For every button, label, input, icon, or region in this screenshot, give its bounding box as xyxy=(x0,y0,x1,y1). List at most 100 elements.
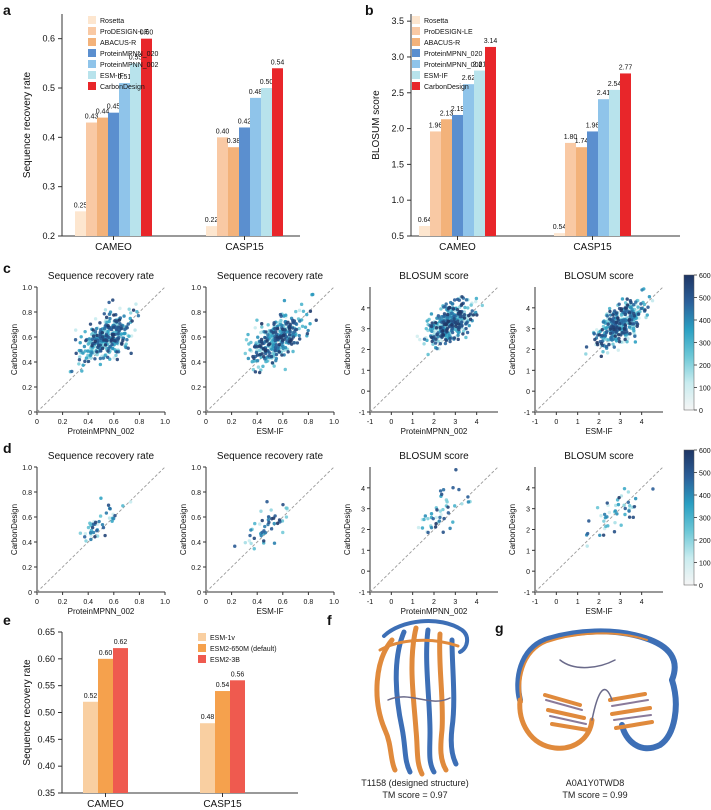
scatter-point xyxy=(284,506,288,510)
bar-prodesign-le xyxy=(217,137,228,236)
x-tick-label: 0.8 xyxy=(304,419,314,426)
scatter-point xyxy=(121,504,125,508)
scatter-point xyxy=(633,496,638,501)
scatter-point xyxy=(628,314,632,319)
scatter-point xyxy=(617,322,622,326)
scatter-point xyxy=(274,358,278,363)
scatter-point xyxy=(592,332,596,336)
scatter-plot-d3: BLOSUM score -1 0 1 2 3 4 -1 0 1 2 3 4 ProteinMPNN_00… xyxy=(343,451,499,616)
scatter-point xyxy=(110,332,115,337)
scatter-point xyxy=(462,316,467,320)
bar-abacus-r xyxy=(97,117,108,236)
helix-ribbon xyxy=(515,628,678,703)
scatter-point xyxy=(469,303,473,307)
scatter-point xyxy=(100,346,105,351)
scatter-point xyxy=(423,514,428,518)
scatter-point xyxy=(617,336,621,341)
scatter-point xyxy=(288,322,292,326)
scatter-point xyxy=(606,322,610,326)
scatter-point xyxy=(117,318,122,322)
colorbar-tick-label: 200 xyxy=(699,538,711,545)
y-tick-label: 0.50 xyxy=(37,708,55,718)
scatter-point xyxy=(607,306,612,311)
scatter-point xyxy=(281,327,285,331)
scatter-title: Sequence recovery rate xyxy=(217,271,324,282)
scatter-point xyxy=(106,329,110,334)
scatter-point xyxy=(246,356,251,361)
scatter-point xyxy=(248,348,252,352)
scatter-point xyxy=(636,305,640,309)
bar-value-label: 2.19 xyxy=(451,106,465,113)
scatter-point xyxy=(119,332,124,336)
bar-proteinmpnn-020 xyxy=(452,114,463,236)
colorbar-tick-label: 500 xyxy=(699,471,711,478)
helix-ribbon xyxy=(448,637,459,767)
scatter-plot-d1: Sequence recovery rate 0 0.2 0.4 0.6 0.8 1.0 0 0… xyxy=(10,451,170,616)
scatter-point xyxy=(448,300,453,305)
scatter-point xyxy=(450,327,454,331)
bar-value-label: 0.60 xyxy=(140,30,154,37)
scatter-point xyxy=(614,311,619,315)
x-tick-label: 1 xyxy=(411,599,415,606)
x-tick-label: 0.8 xyxy=(135,419,145,426)
scatter-point xyxy=(430,339,434,344)
scatter-point xyxy=(74,351,78,356)
scatter-point xyxy=(606,524,610,528)
colorbar-rect xyxy=(683,274,695,411)
scatter-point xyxy=(248,533,252,538)
x-axis-label: ESM-IF xyxy=(585,607,612,616)
bar-esm-1v xyxy=(83,701,98,793)
legend-swatch xyxy=(198,633,206,641)
scatter-point xyxy=(107,319,111,324)
x-tick-label: 0.8 xyxy=(135,599,145,606)
scatter-point xyxy=(429,525,434,530)
bar-value-label: 0.64 xyxy=(418,217,432,224)
scatter-point xyxy=(416,525,421,530)
scatter-point xyxy=(254,350,259,355)
scatter-point xyxy=(645,313,649,317)
scatter-point xyxy=(280,323,284,328)
scatter-point xyxy=(627,311,632,315)
scatter-point xyxy=(623,512,627,517)
scatter-point xyxy=(136,313,141,318)
scatter-point xyxy=(251,367,256,372)
scatter-point xyxy=(291,349,295,354)
scatter-point xyxy=(437,519,442,523)
scatter-point xyxy=(301,309,306,313)
scatter-point xyxy=(233,544,237,548)
y-tick-label: 1.0 xyxy=(22,465,32,472)
scatter-point xyxy=(467,323,471,328)
scatter-plot-d4: BLOSUM score -1 0 1 2 3 4 -1 0 1 2 3 4 ESM-IF CarbonDe… xyxy=(508,451,664,616)
scatter-point xyxy=(639,306,644,311)
scatter-point xyxy=(265,359,269,363)
y-tick-label: 3 xyxy=(361,327,365,334)
scatter-point xyxy=(84,356,89,360)
y-tick-label: 0 xyxy=(526,389,530,396)
scatter-point xyxy=(280,353,284,357)
scatter-point xyxy=(107,516,112,520)
scatter-point xyxy=(297,337,302,341)
scatter-point xyxy=(284,515,289,519)
y-tick-label: 2 xyxy=(361,348,365,355)
panel-label-g: g xyxy=(495,620,504,636)
legend-swatch xyxy=(412,82,420,90)
scatter-point xyxy=(95,352,99,357)
scatter-point xyxy=(464,321,468,326)
scatter-point xyxy=(118,321,122,326)
legend-swatch xyxy=(198,644,206,652)
panel-label-f: f xyxy=(327,612,332,628)
scatter-point xyxy=(281,333,286,338)
scatter-point xyxy=(604,344,609,349)
scatter-point xyxy=(114,353,118,358)
scatter-point xyxy=(446,511,451,515)
scatter-point xyxy=(621,318,626,323)
scatter-point xyxy=(264,330,268,334)
legend-label: ESM-1v xyxy=(210,635,235,642)
y-tick-label: -1 xyxy=(524,590,530,597)
y-tick-label: 0.35 xyxy=(37,788,55,798)
scatter-point xyxy=(426,530,430,535)
scatter-point xyxy=(433,321,438,325)
scatter-point xyxy=(93,535,97,539)
scatter-point xyxy=(443,341,448,346)
scatter-point xyxy=(448,336,452,341)
